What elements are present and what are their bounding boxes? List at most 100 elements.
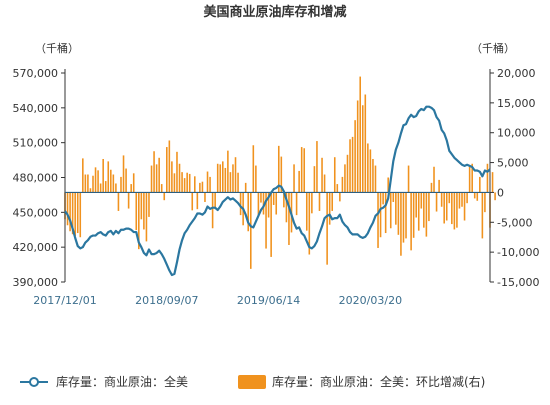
bar-mark <box>125 168 127 193</box>
bar-mark <box>382 192 384 205</box>
bar-mark <box>476 192 479 201</box>
bar-mark <box>354 120 356 193</box>
bar-mark <box>392 192 395 202</box>
bar-mark <box>445 192 448 221</box>
bar-mark <box>247 192 250 232</box>
bar-mark <box>361 105 364 193</box>
bar-mark <box>438 179 440 193</box>
bar-mark <box>194 176 196 193</box>
legend-item-bar[interactable]: 库存量：商业原油：全美：环比增减(右) <box>238 374 485 389</box>
bar-mark <box>76 192 79 234</box>
bar-mark <box>163 192 166 201</box>
bar-mark <box>479 176 481 193</box>
x-tick-label: 2018/09/07 <box>135 294 198 307</box>
bar-mark <box>415 192 417 218</box>
bar-mark <box>130 184 132 193</box>
left-tick-label: 390,000 <box>13 276 59 289</box>
bar-mark <box>484 192 486 213</box>
legend: 库存量：商业原油：全美 库存量：商业原油：全美：环比增减(右) <box>20 374 485 389</box>
x-tick-label: 2020/03/20 <box>339 294 402 307</box>
bar-mark <box>244 182 247 193</box>
bar-mark <box>107 161 110 193</box>
bar-mark <box>270 192 272 257</box>
bar-mark <box>97 170 99 193</box>
bar-mark <box>402 192 405 243</box>
bar-mark <box>448 192 451 204</box>
right-tick-label: 10,000 <box>497 127 536 140</box>
bar-mark <box>178 163 181 193</box>
bar-mark <box>435 192 438 212</box>
bar-mark <box>410 192 412 251</box>
inventory-line <box>64 105 491 277</box>
bar-mark <box>191 192 194 211</box>
bar-mark <box>267 192 270 218</box>
axes-layer: 390,000 420,000 450,000 480,000 510,000 540,0… <box>13 67 540 289</box>
bar-mark <box>364 94 367 193</box>
bar-mark <box>458 192 461 209</box>
bar-mark <box>262 192 265 215</box>
bar-mark <box>265 192 267 249</box>
bar-mark <box>84 174 87 193</box>
legend-label-bar: 库存量：商业原油：全美：环比增减(右) <box>272 374 485 389</box>
bar-mark <box>71 192 74 235</box>
bar-mark <box>283 192 285 208</box>
left-tick-label: 510,000 <box>13 137 59 150</box>
bar-mark <box>372 158 374 193</box>
bar-mark <box>138 192 140 250</box>
bar-mark <box>104 181 107 193</box>
bar-mark <box>234 157 237 193</box>
bar-mark <box>471 163 473 193</box>
bar-mark <box>412 192 415 238</box>
bar-mark <box>127 192 130 209</box>
bar-mark <box>153 151 155 193</box>
chart-title: 美国商业原油库存和增减 <box>203 4 346 20</box>
bar-mark <box>216 163 219 193</box>
bar-mark <box>224 167 227 193</box>
bar-mark <box>395 192 397 225</box>
x-tick-label: 2019/06/14 <box>237 294 300 307</box>
legend-line-marker <box>29 377 39 387</box>
bar-mark <box>349 139 351 193</box>
bar-mark <box>110 169 112 193</box>
bar-mark <box>219 164 222 193</box>
bar-mark <box>168 140 171 193</box>
bar-mark <box>176 151 178 193</box>
bar-mark <box>158 157 160 193</box>
right-tick-label: -15,000 <box>497 276 539 289</box>
bar-mark <box>181 172 183 193</box>
legend-item-line[interactable]: 库存量：商业原油：全美 <box>20 374 188 389</box>
right-tick-label: 0 <box>497 186 504 199</box>
bar-mark <box>171 161 173 193</box>
bar-mark <box>117 192 120 211</box>
bar-mark <box>122 155 125 193</box>
bar-mark <box>237 172 239 193</box>
bar-mark <box>305 192 308 231</box>
bar-mark <box>255 165 257 193</box>
line-series-layer <box>64 105 491 277</box>
bar-mark <box>115 183 117 193</box>
bar-mark <box>120 176 122 193</box>
bar-mark <box>433 166 435 193</box>
bar-mark <box>293 164 295 193</box>
bar-mark <box>456 192 458 228</box>
bar-mark <box>486 163 489 193</box>
right-tick-label: 15,000 <box>497 97 536 110</box>
bar-mark <box>239 192 242 216</box>
bar-mark <box>206 171 209 193</box>
bar-mark <box>99 183 102 193</box>
bar-mark <box>211 192 214 229</box>
bar-mark <box>87 174 89 193</box>
bar-mark <box>257 192 260 216</box>
bar-mark <box>333 157 336 193</box>
bar-mark <box>336 184 339 193</box>
bar-mark <box>277 145 280 193</box>
bar-mark <box>222 161 224 193</box>
bar-mark <box>451 192 453 225</box>
bar-mark <box>298 170 300 193</box>
bar-mark <box>66 192 69 226</box>
bar-mark <box>227 150 229 193</box>
bar-mark <box>272 192 275 205</box>
bar-mark <box>135 192 138 231</box>
bar-mark <box>384 192 387 234</box>
